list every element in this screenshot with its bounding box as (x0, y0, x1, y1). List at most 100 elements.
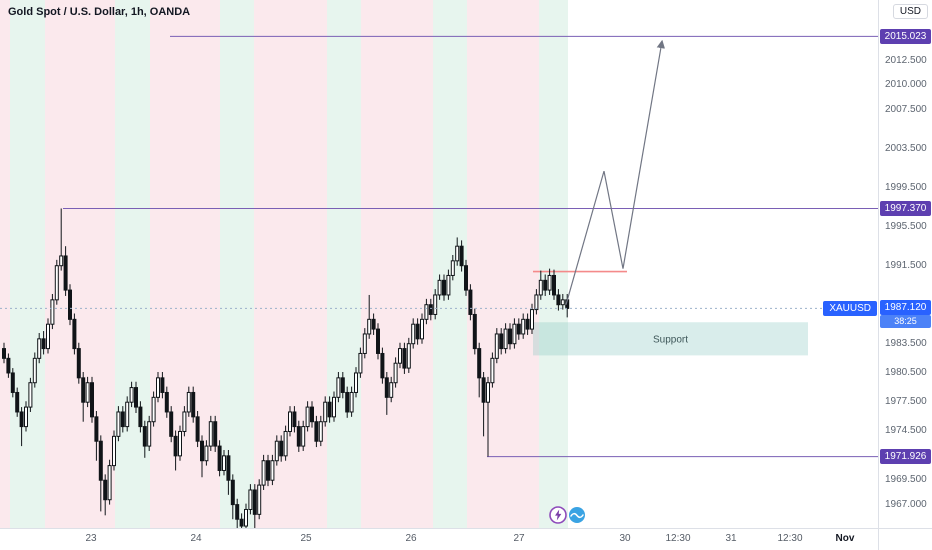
candle-body (125, 401, 130, 428)
candle-body (486, 382, 490, 403)
candle-body (481, 377, 486, 403)
session-stripe-green (539, 0, 568, 528)
candle-body (156, 377, 160, 398)
candle-body (257, 484, 262, 515)
candle-body (420, 318, 424, 340)
candle-body (244, 508, 248, 527)
time-tick-label: 26 (405, 533, 417, 544)
candle-body (560, 299, 565, 306)
candle-body (446, 274, 451, 296)
candle-body (340, 377, 345, 393)
session-stripe-green (220, 0, 254, 528)
currency-toggle-button[interactable]: USD (892, 4, 928, 19)
candle-body (508, 328, 512, 345)
wave-sticker-icon[interactable] (569, 507, 585, 523)
candle-body (173, 435, 178, 457)
candle-body (292, 411, 297, 428)
support-zone[interactable] (533, 322, 808, 356)
candle-body (120, 411, 125, 428)
candle-body (195, 416, 200, 442)
candle-body (10, 372, 15, 393)
price-tick-label: 1974.500 (885, 425, 927, 437)
candle-body (239, 518, 244, 527)
time-tick-label: 12:30 (777, 533, 803, 544)
candle-body (459, 245, 464, 267)
candle-body (556, 294, 561, 306)
candle-body (380, 352, 385, 379)
candle-body (235, 504, 240, 520)
candle-body (28, 382, 33, 408)
lightning-sticker-icon[interactable] (549, 506, 567, 524)
candle-body (200, 440, 204, 462)
candle-body (428, 304, 433, 315)
time-tick-label: 12:30 (665, 533, 691, 544)
candle-body (2, 348, 6, 359)
candle-body (552, 274, 556, 296)
projection-arrow[interactable] (565, 39, 666, 305)
session-stripe-green (327, 0, 361, 528)
candle-body (217, 445, 222, 471)
candle-body (393, 362, 398, 384)
candle-body (371, 318, 376, 330)
candle-body (411, 323, 416, 345)
candle-body (406, 343, 411, 369)
candle-body (164, 391, 169, 413)
candle-body (468, 289, 473, 315)
candle-body (147, 421, 152, 447)
candle-body (68, 289, 72, 320)
chart-plot-area[interactable]: Support Gold Spot / U.S. Dollar, 1h, OAN… (0, 0, 878, 528)
candle-body (226, 455, 231, 481)
candle-body (367, 318, 372, 335)
candle-body (437, 279, 442, 296)
candle-body (336, 377, 341, 398)
candle-body (349, 391, 354, 413)
candle-body (345, 391, 350, 413)
candle-body (472, 313, 477, 350)
price-tick-label: 2010.000 (885, 79, 927, 91)
candle-body (46, 323, 50, 350)
candle-body (230, 479, 235, 506)
candle-body (442, 279, 446, 296)
time-axis[interactable]: 23 24 25 26 27 30 12:30 31 12:30 Nov (0, 528, 878, 550)
candle-body (186, 391, 191, 413)
candle-body (24, 406, 28, 428)
candle-body (252, 489, 257, 515)
time-tick-label: 30 (619, 533, 631, 544)
price-tick-label: 1991.500 (885, 259, 927, 271)
candle-body (81, 377, 86, 403)
current-price-badge: 1987.120 (880, 300, 931, 316)
candle-body (362, 333, 367, 354)
price-tick-label: 1980.500 (885, 366, 927, 378)
candle-body (261, 460, 266, 486)
candle-body (530, 309, 534, 330)
candle-body (266, 460, 270, 481)
time-tick-label: Nov (835, 533, 855, 544)
support-zone-label: Support (653, 334, 688, 345)
candle-body (85, 382, 90, 403)
price-axis[interactable]: USD 2012.500 2010.000 2007.500 2003.500 1999… (878, 0, 932, 550)
candlestick-chart: Support (0, 0, 878, 528)
candle-body (301, 426, 306, 447)
candle-body (376, 328, 380, 354)
candle-body (521, 318, 526, 335)
candle-body (142, 426, 147, 447)
symbol-price-tag: XAUUSD (823, 300, 877, 316)
candle-body (59, 255, 64, 267)
candle-body (477, 348, 482, 379)
candle-body (455, 245, 460, 262)
candle-body (323, 401, 328, 423)
time-tick-label: 24 (190, 533, 202, 544)
candle-body (134, 387, 138, 408)
price-tick-label: 1969.500 (885, 474, 927, 486)
candle-body (151, 396, 156, 423)
candle-body (305, 406, 310, 428)
candle-body (169, 411, 174, 437)
price-tick-label: 2003.500 (885, 142, 927, 154)
candle-body (283, 430, 288, 457)
price-tick-label: 2007.500 (885, 103, 927, 115)
price-tick-label: 1999.500 (885, 181, 927, 193)
candle-body (90, 382, 94, 418)
candle-body (327, 401, 332, 418)
candle-body (98, 440, 103, 481)
